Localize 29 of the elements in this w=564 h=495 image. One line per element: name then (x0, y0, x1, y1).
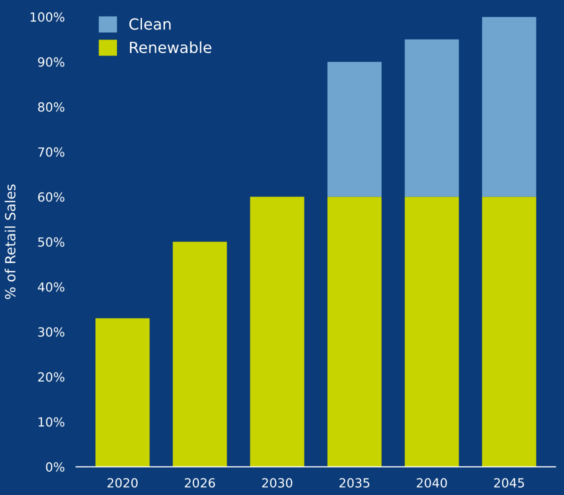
x-tick-label: 2030 (262, 478, 292, 488)
x-tick-label: 2045 (494, 478, 524, 488)
x-tick-label: 2020 (108, 478, 138, 488)
y-tick-label: 100% (30, 12, 64, 22)
legend-label: Renewable (130, 41, 212, 54)
y-tick-label: 20% (38, 372, 64, 382)
x-tick-label: 2040 (416, 478, 447, 488)
x-tick-label: 2026 (184, 478, 215, 488)
bar (95, 318, 150, 467)
y-tick-label: 80% (38, 102, 64, 112)
legend-label: Clean (129, 18, 171, 30)
y-tick-label: 10% (38, 417, 64, 427)
bar (482, 196, 536, 467)
bar (327, 62, 382, 197)
y-tick-label: 30% (38, 327, 64, 337)
y-tick-label: 0% (46, 462, 64, 472)
y-tick-label: 60% (38, 192, 64, 202)
y-tick-label: 40% (38, 282, 64, 292)
y-tick-label: 50% (38, 237, 64, 247)
bar (172, 242, 227, 467)
y-tick-label: 90% (38, 57, 64, 67)
y-axis-title: % of Retail Sales (4, 184, 16, 300)
bar (404, 39, 459, 197)
bar (482, 16, 536, 197)
bar (404, 196, 459, 467)
bar (327, 196, 382, 467)
bar (250, 196, 304, 467)
x-tick-label: 2035 (340, 478, 370, 488)
y-tick-label: 70% (38, 147, 64, 157)
